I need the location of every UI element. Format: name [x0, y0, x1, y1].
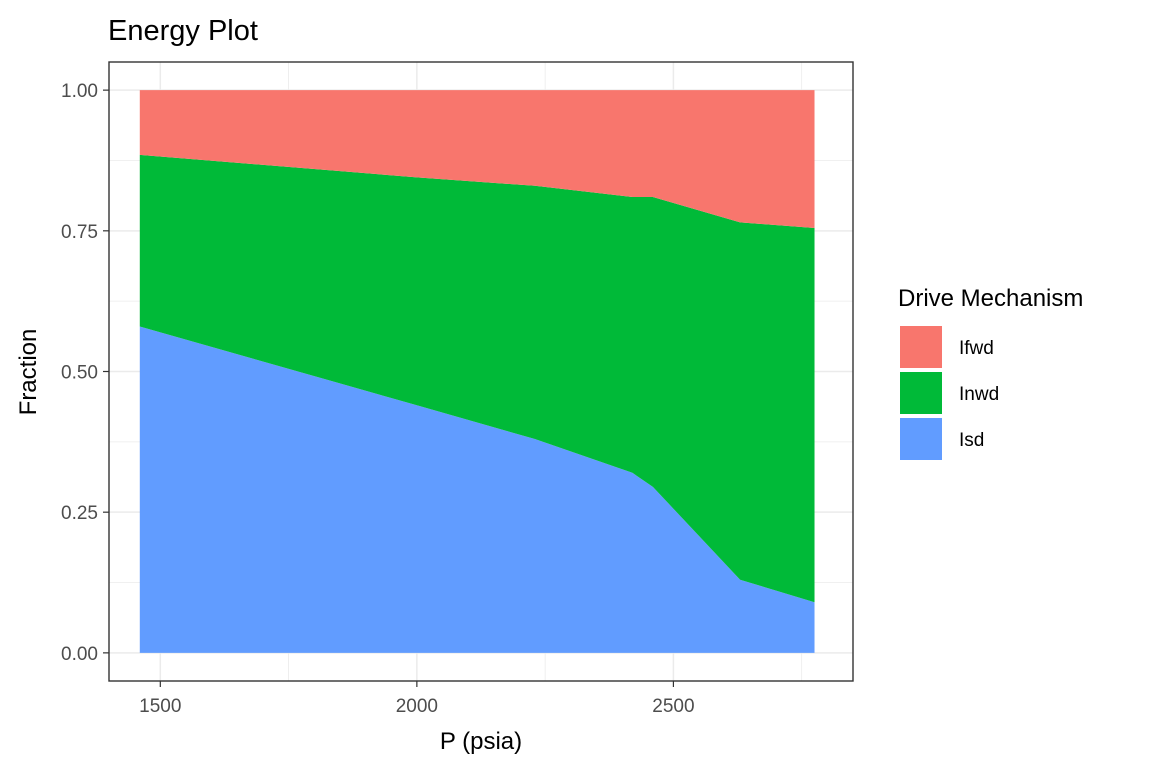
area-series-ifwd	[139, 90, 815, 228]
x-tick-label: 2000	[396, 696, 438, 717]
legend-key-inwd	[900, 372, 942, 414]
area-series-group	[139, 90, 815, 653]
legend-label-isd: Isd	[959, 430, 984, 451]
x-tick-label: 1500	[139, 696, 181, 717]
legend-label-inwd: Inwd	[959, 384, 999, 405]
y-tick-label: 1.00	[61, 81, 98, 102]
y-tick-label: 0.50	[61, 363, 98, 384]
y-tick-label: 0.25	[61, 503, 98, 524]
area-series-inwd	[139, 154, 815, 603]
legend-key-ifwd	[900, 326, 942, 368]
axis-ticks: 0.00 0.25 0.50 0.75 1.00 1500 2000 2500	[61, 81, 695, 717]
legend: Drive Mechanism Ifwd Inwd Isd	[898, 285, 1083, 460]
x-tick-label: 2500	[652, 696, 694, 717]
y-tick-label: 0.00	[61, 644, 98, 665]
y-axis-title: Fraction	[15, 329, 42, 416]
area-series-isd	[139, 326, 815, 653]
legend-label-ifwd: Ifwd	[959, 338, 994, 359]
chart-title: Energy Plot	[108, 15, 258, 47]
legend-key-isd	[900, 418, 942, 460]
x-axis-title: P (psia)	[440, 728, 522, 755]
y-tick-label: 0.75	[61, 222, 98, 243]
legend-title: Drive Mechanism	[898, 285, 1083, 312]
